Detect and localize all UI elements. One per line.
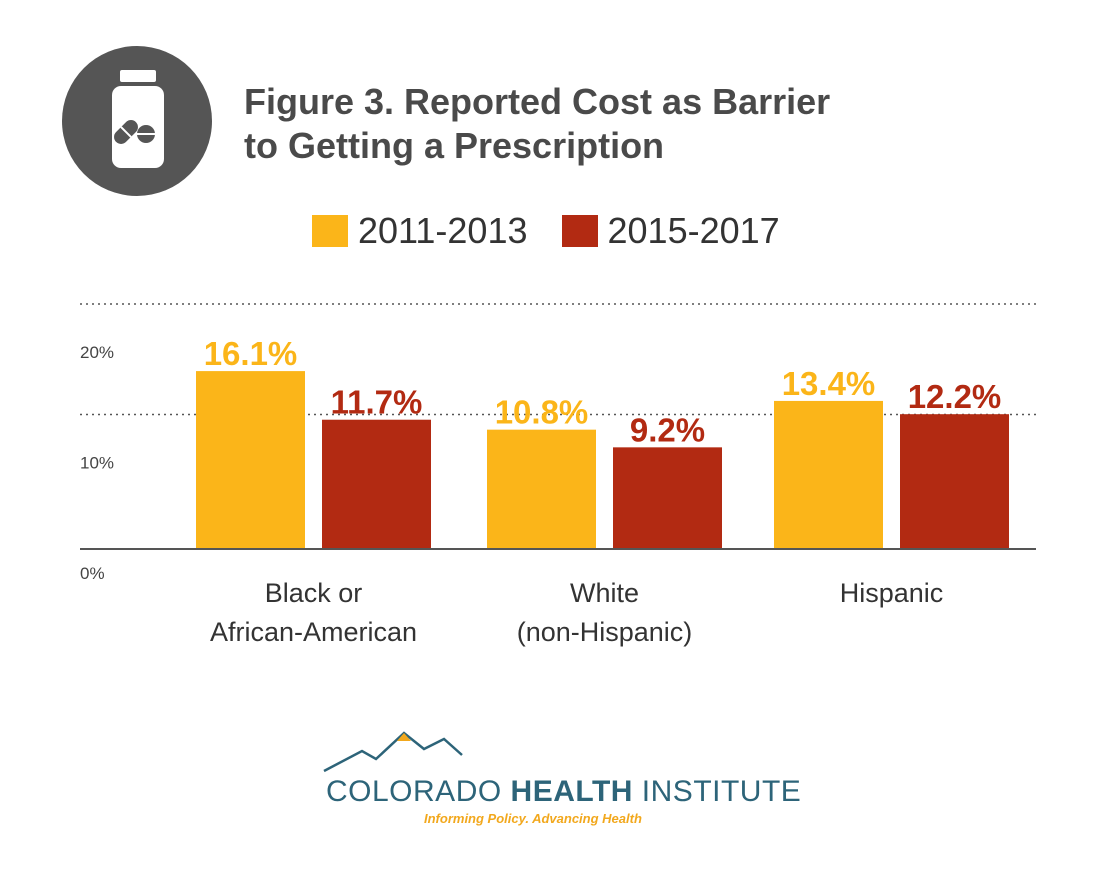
mountain-logo-icon — [323, 731, 463, 773]
y-tick-label-10: 10% — [80, 454, 114, 473]
bar-2015-2017-0 — [322, 419, 431, 549]
legend-item-2015-2017: 2015-2017 — [561, 210, 780, 252]
chart-title: Figure 3. Reported Cost as Barrier to Ge… — [244, 80, 1004, 168]
chart-title-line-1: Figure 3. Reported Cost as Barrier — [244, 81, 831, 122]
y-tick-label-20: 20% — [80, 343, 114, 362]
legend-label-2011-2013: 2011-2013 — [358, 210, 528, 251]
data-label-2011-2013-0: 16.1% — [204, 335, 298, 372]
colorado-health-institute-logo: COLORADO HEALTH INSTITUTE Informing Poli… — [320, 725, 801, 835]
logo-name-part-1: COLORADO — [326, 775, 511, 808]
data-label-2011-2013-2: 13.4% — [782, 365, 876, 402]
pill-bottle-icon — [62, 46, 212, 196]
logo-name: COLORADO HEALTH INSTITUTE — [326, 775, 801, 809]
bar-chart: 0% 10% 20% 16.1% 10.8% 13.4% 11.7% 9.2% 12.2% Bla… — [80, 303, 1036, 647]
logo-name-bold: HEALTH — [510, 775, 633, 808]
legend-swatch-2011-2013 — [312, 215, 348, 247]
bar-2011-2013-1 — [487, 429, 596, 549]
data-label-2015-2017-0: 11.7% — [331, 384, 423, 421]
legend-label-2015-2017: 2015-2017 — [607, 210, 780, 251]
category-label-1-line-1: (non-Hispanic) — [517, 617, 693, 647]
category-label-0-line-1: African-American — [210, 617, 417, 647]
legend-swatch-2015-2017 — [561, 215, 598, 247]
category-label-2-line-0: Hispanic — [840, 578, 944, 608]
data-label-2015-2017-2: 12.2% — [908, 378, 1002, 415]
category-label-1-line-0: White — [570, 578, 639, 608]
legend-item-2011-2013: 2011-2013 — [312, 210, 528, 252]
category-label-0-line-0: Black or — [265, 578, 363, 608]
bar-2015-2017-1 — [613, 447, 722, 549]
bar-2011-2013-0 — [196, 371, 305, 549]
bar-2011-2013-2 — [774, 400, 883, 549]
data-label-2015-2017-1: 9.2% — [630, 411, 705, 448]
bar-2015-2017-2 — [900, 414, 1009, 549]
chart-title-line-2: to Getting a Prescription — [244, 125, 665, 166]
logo-tagline: Informing Policy. Advancing Health — [424, 811, 642, 826]
legend: 2011-2013 2015-2017 — [312, 206, 814, 256]
logo-name-part-2: INSTITUTE — [632, 775, 802, 808]
data-label-2011-2013-1: 10.8% — [495, 394, 589, 431]
y-tick-label-0: 0% — [80, 564, 105, 583]
